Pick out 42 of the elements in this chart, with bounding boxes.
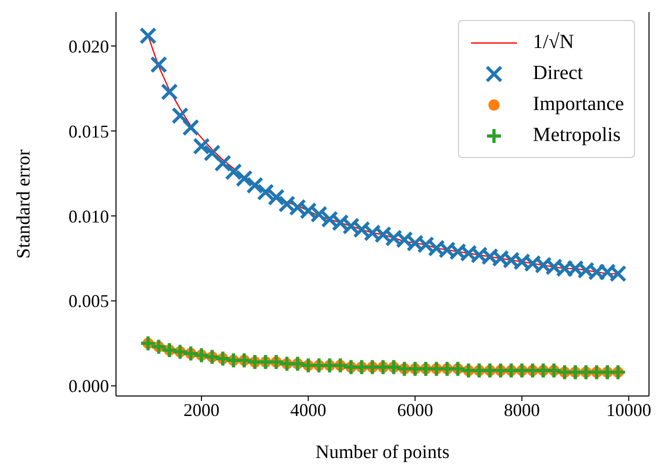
legend-label: Direct — [532, 62, 583, 85]
x-tick-label: 2000 — [183, 400, 220, 420]
point — [139, 27, 157, 44]
point — [449, 360, 466, 378]
point — [236, 170, 253, 188]
point — [224, 163, 242, 180]
y-tick-label: 0.000 — [68, 376, 109, 396]
point — [214, 154, 232, 172]
point — [171, 107, 189, 124]
x-tick-label: 10000 — [606, 400, 652, 420]
legend-label: Metropolis — [532, 124, 621, 147]
point — [182, 118, 200, 136]
point — [268, 353, 285, 371]
legend-label: Importance — [532, 93, 624, 116]
point — [545, 362, 563, 380]
point — [204, 144, 221, 162]
legend-label: 1/√N — [532, 31, 574, 54]
x-tick-label: 8000 — [504, 400, 540, 420]
x-tick-label: 6000 — [397, 400, 434, 420]
point — [256, 184, 274, 201]
point — [332, 356, 349, 374]
point — [171, 343, 189, 360]
point — [609, 364, 627, 381]
point — [160, 83, 178, 100]
point — [268, 188, 285, 206]
y-tick-label: 0.005 — [68, 291, 109, 312]
x-axis-title: Number of points — [315, 442, 450, 463]
point — [236, 352, 253, 369]
point — [214, 350, 232, 368]
y-axis-title: Standard error — [14, 148, 34, 259]
point — [192, 346, 210, 364]
point — [204, 348, 221, 366]
point — [288, 355, 306, 372]
x-tick-label: 4000 — [290, 400, 326, 420]
y-tick-label: 0.010 — [68, 206, 109, 226]
y-tick-label: 0.015 — [68, 121, 109, 142]
point — [246, 176, 264, 194]
point — [182, 344, 200, 362]
point — [192, 138, 210, 155]
point — [385, 358, 402, 376]
y-tick-label: 0.020 — [68, 36, 109, 56]
point — [150, 56, 168, 74]
